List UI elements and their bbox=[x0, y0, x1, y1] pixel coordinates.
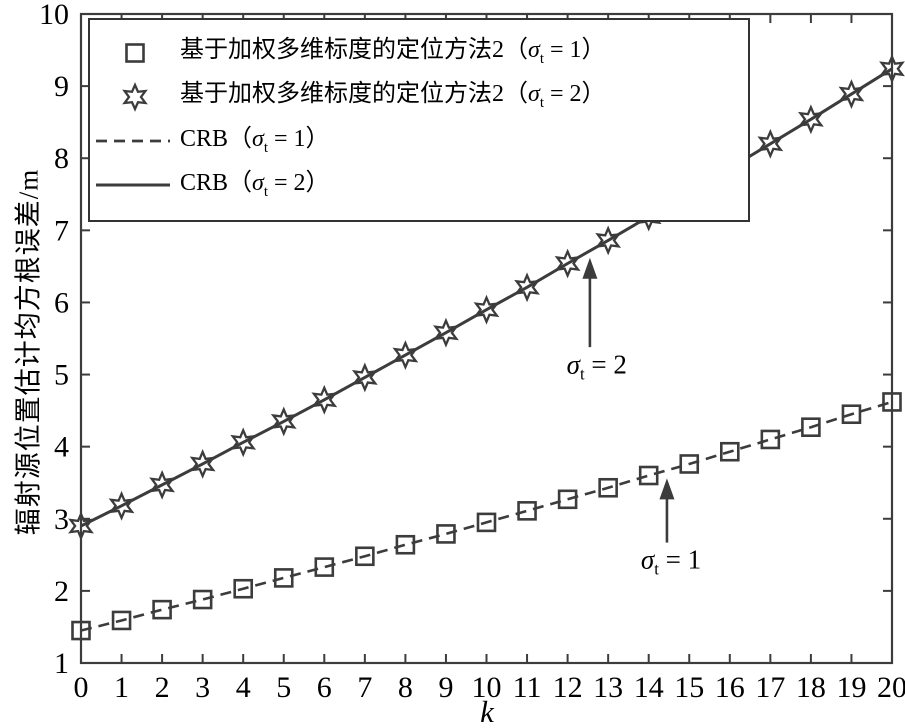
square-marker bbox=[355, 546, 375, 567]
hexagram-marker bbox=[351, 362, 378, 393]
annotation-sigma-2: σt = 2 bbox=[566, 349, 627, 385]
y-tick-label: 5 bbox=[54, 359, 69, 392]
x-tick-label: 6 bbox=[317, 671, 332, 704]
hexagram-marker bbox=[108, 490, 135, 521]
hexagram-marker bbox=[189, 449, 216, 479]
x-tick-label: 11 bbox=[513, 671, 542, 704]
hexagram-marker bbox=[68, 511, 94, 541]
legend: 基于加权多维标度的定位方法2（σt = 1） 基于加权多维标度的定位方法2（σt… bbox=[88, 18, 750, 222]
y-axis-label: 辐射源位置估计均方根误差/m bbox=[13, 168, 44, 536]
annotation-arrow-head bbox=[659, 478, 675, 500]
x-tick-label: 13 bbox=[593, 671, 623, 704]
x-tick-label: 19 bbox=[836, 671, 866, 704]
hexagram-marker bbox=[392, 340, 419, 371]
square-marker bbox=[436, 524, 456, 544]
square-marker bbox=[557, 489, 578, 510]
y-tick-label: 9 bbox=[54, 70, 69, 103]
square-marker bbox=[233, 578, 253, 599]
y-tick-label: 1 bbox=[54, 647, 69, 680]
hexagram-marker-icon bbox=[90, 82, 180, 112]
hexagram-marker bbox=[473, 294, 500, 325]
x-tick-label: 16 bbox=[715, 671, 745, 704]
hexagram-marker bbox=[433, 317, 459, 348]
hexagram-marker bbox=[270, 406, 297, 437]
x-tick-label: 12 bbox=[553, 671, 583, 704]
y-tick-label: 8 bbox=[54, 142, 69, 175]
square-marker bbox=[476, 512, 497, 533]
y-tick-label: 3 bbox=[54, 503, 69, 536]
series-line-dashed bbox=[80, 400, 893, 632]
square-marker bbox=[192, 589, 213, 610]
square-marker bbox=[801, 417, 821, 437]
x-tick-label: 5 bbox=[276, 671, 291, 704]
hexagram-marker bbox=[514, 272, 540, 303]
x-axis-label: k bbox=[480, 694, 494, 728]
y-tick-label: 6 bbox=[54, 286, 69, 319]
x-tick-label: 14 bbox=[634, 671, 664, 704]
legend-entry-crb-sigma1: CRB（σt = 1） bbox=[90, 126, 748, 157]
square-marker-icon bbox=[90, 39, 180, 67]
square-marker bbox=[71, 620, 91, 641]
annotation-arrow-head bbox=[582, 257, 598, 279]
series-line-solid bbox=[80, 67, 893, 528]
square-marker bbox=[841, 404, 862, 425]
x-tick-label: 7 bbox=[357, 671, 372, 704]
square-marker bbox=[517, 501, 537, 521]
hexagram-marker bbox=[838, 79, 865, 109]
square-marker bbox=[152, 599, 172, 620]
hexagram-marker bbox=[149, 469, 176, 500]
square-marker bbox=[314, 557, 335, 577]
annotation-sigma-1: σt = 1 bbox=[640, 544, 702, 579]
x-tick-label: 9 bbox=[438, 671, 453, 704]
hexagram-marker bbox=[554, 248, 581, 279]
x-tick-label: 0 bbox=[74, 671, 89, 704]
hexagram-marker bbox=[797, 104, 824, 135]
square-marker bbox=[679, 454, 700, 474]
legend-entry-label: 基于加权多维标度的定位方法2（σt = 2） bbox=[180, 81, 606, 112]
square-marker bbox=[395, 534, 416, 555]
square-marker bbox=[598, 477, 618, 498]
legend-entry-method2-sigma1: 基于加权多维标度的定位方法2（σt = 1） bbox=[90, 37, 748, 68]
y-tick-label: 4 bbox=[54, 431, 69, 464]
hexagram-marker bbox=[230, 427, 257, 458]
legend-entry-label: CRB（σt = 2） bbox=[180, 169, 330, 200]
y-tick-label: 10 bbox=[39, 0, 69, 31]
legend-entry-label: CRB（σt = 1） bbox=[180, 125, 330, 156]
solid-line-icon bbox=[90, 180, 180, 190]
hexagram-marker bbox=[757, 128, 784, 159]
x-tick-label: 1 bbox=[114, 671, 129, 704]
x-tick-label: 17 bbox=[755, 671, 785, 704]
legend-entry-method2-sigma2: 基于加权多维标度的定位方法2（σt = 2） bbox=[90, 81, 748, 112]
square-marker bbox=[638, 465, 659, 486]
x-tick-label: 15 bbox=[674, 671, 704, 704]
hexagram-marker bbox=[879, 53, 905, 84]
y-tick-label: 7 bbox=[54, 214, 69, 247]
x-tick-label: 2 bbox=[155, 671, 170, 704]
x-tick-label: 18 bbox=[796, 671, 826, 704]
x-tick-label: 10 bbox=[472, 671, 502, 704]
hexagram-marker bbox=[311, 384, 338, 415]
square-marker bbox=[882, 392, 902, 412]
legend-entry-label: 基于加权多维标度的定位方法2（σt = 1） bbox=[180, 37, 606, 68]
square-marker bbox=[719, 441, 740, 462]
dashed-line-icon bbox=[90, 136, 180, 146]
x-tick-label: 8 bbox=[398, 671, 413, 704]
x-tick-label: 4 bbox=[236, 671, 251, 704]
square-marker bbox=[273, 568, 294, 588]
x-tick-label: 20 bbox=[877, 671, 905, 704]
x-tick-label: 3 bbox=[195, 671, 210, 704]
hexagram-marker bbox=[595, 225, 622, 256]
square-marker bbox=[111, 610, 132, 631]
y-tick-label: 2 bbox=[54, 575, 69, 608]
legend-entry-crb-sigma2: CRB（σt = 2） bbox=[90, 170, 748, 201]
square-marker bbox=[760, 429, 781, 450]
